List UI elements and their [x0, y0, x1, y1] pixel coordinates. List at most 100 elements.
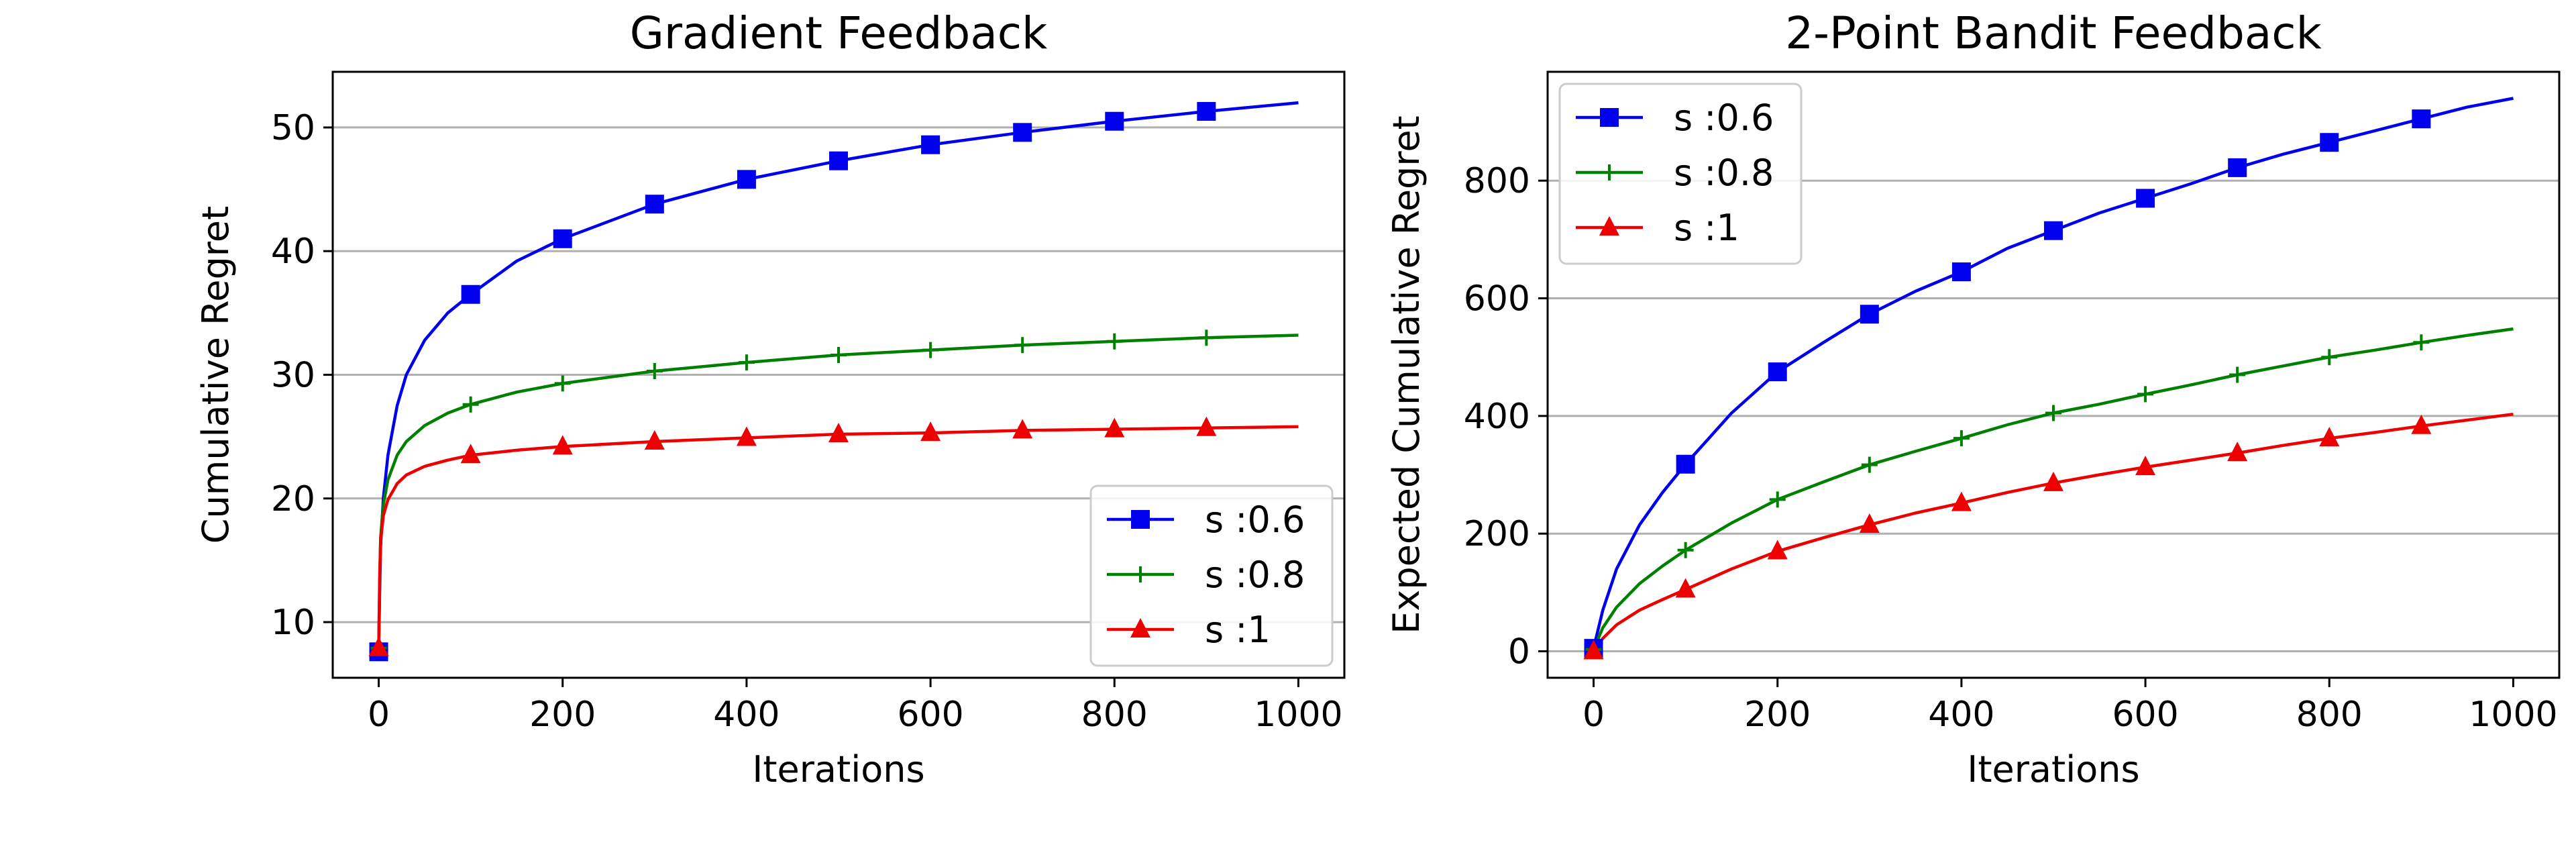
data-point-s-1 — [644, 430, 665, 450]
legend-entry-s-0-6: s :0.6 — [1107, 499, 1305, 541]
series-line-s-1 — [1592, 412, 2514, 652]
x-tick-label: 0 — [1582, 695, 1605, 735]
x-axis-label: Iterations — [752, 748, 924, 790]
legend-marker — [1600, 108, 1619, 127]
chart-title: 2-Point Bandit Feedback — [1785, 7, 2322, 59]
data-point-s-0-6 — [829, 151, 848, 170]
data-point-s-1 — [1583, 640, 1604, 660]
data-point-s-0-6 — [2044, 221, 2063, 240]
data-point-s-0-8 — [1677, 542, 1694, 558]
data-point-s-0-8 — [1106, 333, 1123, 350]
data-point-s-0-8 — [830, 347, 847, 364]
data-point-s-1 — [2319, 427, 2340, 447]
data-point-s-1 — [2043, 471, 2063, 491]
data-point-s-0-8 — [2229, 366, 2246, 383]
legend-label: s :0.6 — [1205, 499, 1305, 541]
chart-panel-gradient-feedback: 0 200 400 600 800 1000 10 20 30 40 50 Gradient Feed… — [195, 7, 1346, 790]
data-point-s-1 — [1012, 419, 1033, 439]
x-tick-label: 400 — [1928, 695, 1994, 735]
legend: s :0.6 s :0.8 s :1 — [1558, 83, 1803, 265]
data-point-s-0-8 — [462, 396, 479, 413]
data-point-s-1 — [552, 435, 573, 455]
data-point-s-1 — [1767, 540, 1788, 560]
legend-entry-s-0-8: s :0.8 — [1107, 554, 1305, 596]
data-point-s-0-6 — [2228, 158, 2247, 177]
legend-box — [1089, 484, 1334, 667]
x-tick-label: 1000 — [2469, 695, 2557, 735]
data-point-s-0-8 — [2045, 405, 2061, 421]
data-point-s-1 — [2411, 414, 2432, 434]
legend-label: s :1 — [1674, 207, 1739, 249]
y-axis-label: Expected Cumulative Regret — [1385, 115, 1428, 633]
legend-label: s :0.8 — [1205, 554, 1305, 596]
x-tick-label: 400 — [713, 695, 780, 735]
data-point-s-1 — [1196, 416, 1217, 436]
legend: s :0.6 s :0.8 s :1 — [1089, 484, 1334, 667]
legend-marker — [1132, 566, 1148, 582]
data-point-s-0-8 — [2137, 386, 2154, 403]
data-point-s-1 — [2227, 442, 2248, 462]
y-axis-label: Cumulative Regret — [195, 206, 237, 544]
data-point-s-1 — [1675, 578, 1696, 598]
x-tick-label: 1000 — [1254, 695, 1342, 735]
plot-area-frame — [1546, 70, 2561, 679]
legend-label: s :0.6 — [1674, 97, 1774, 139]
legend-entry-s-1: s :1 — [1107, 609, 1271, 651]
data-point-s-0-6 — [1768, 362, 1787, 382]
y-tick-label: 800 — [1464, 161, 1530, 201]
legend-marker — [1131, 510, 1150, 529]
data-point-s-0-8 — [554, 375, 571, 392]
y-tick-label: 20 — [271, 479, 315, 519]
y-tick-label: 400 — [1464, 397, 1530, 437]
data-point-s-0-6 — [2412, 109, 2431, 129]
data-point-s-0-6 — [1197, 101, 1216, 121]
legend-entry-s-0-8: s :0.8 — [1576, 152, 1774, 194]
y-tick-label: 0 — [1508, 632, 1530, 672]
y-tick-label: 50 — [271, 108, 315, 148]
data-point-s-1 — [920, 421, 941, 442]
legend-marker — [1601, 164, 1617, 181]
data-point-s-0-6 — [1105, 111, 1124, 131]
data-point-s-0-8 — [2413, 334, 2430, 351]
x-tick-label: 600 — [2112, 695, 2178, 735]
x-tick-label: 200 — [1744, 695, 1811, 735]
x-tick-label: 800 — [2296, 695, 2363, 735]
x-tick-label: 200 — [529, 695, 596, 735]
data-point-s-1 — [736, 426, 757, 446]
chart-title: Gradient Feedback — [630, 7, 1048, 59]
x-tick-label: 600 — [897, 695, 963, 735]
data-point-s-0-8 — [1861, 456, 1878, 473]
x-tick-label: 800 — [1081, 695, 1148, 735]
data-point-s-1 — [2135, 456, 2156, 476]
data-point-s-0-6 — [737, 170, 756, 189]
x-axis-label: Iterations — [1967, 748, 2139, 790]
data-point-s-0-8 — [2321, 349, 2338, 366]
y-tick-label: 200 — [1464, 514, 1530, 554]
data-point-s-0-8 — [646, 362, 663, 379]
y-tick-label: 600 — [1464, 279, 1530, 319]
data-point-s-1 — [1951, 491, 1972, 511]
legend-marker — [1130, 618, 1150, 638]
data-point-s-0-6 — [1951, 262, 1971, 282]
legend-label: s :1 — [1205, 609, 1271, 651]
data-point-s-0-6 — [921, 135, 941, 154]
y-tick-label: 40 — [271, 232, 315, 272]
data-point-s-1 — [460, 444, 481, 464]
data-point-s-0-6 — [1676, 454, 1695, 474]
data-point-s-0-8 — [1198, 329, 1215, 346]
data-point-s-1 — [828, 422, 849, 442]
data-point-s-0-8 — [922, 342, 939, 358]
data-point-s-0-6 — [1013, 123, 1032, 142]
data-point-s-0-8 — [738, 354, 755, 371]
series-line-s-0-8 — [377, 334, 1299, 648]
legend-label: s :0.8 — [1674, 152, 1774, 194]
legend-box — [1558, 83, 1803, 265]
y-tick-label: 10 — [271, 603, 315, 643]
series-line-s-1 — [377, 425, 1299, 648]
data-point-s-0-6 — [2136, 189, 2155, 208]
data-point-s-0-8 — [1014, 337, 1031, 354]
data-point-s-0-6 — [461, 285, 480, 304]
data-point-s-0-6 — [2320, 133, 2339, 152]
legend-entry-s-1: s :1 — [1576, 207, 1739, 249]
